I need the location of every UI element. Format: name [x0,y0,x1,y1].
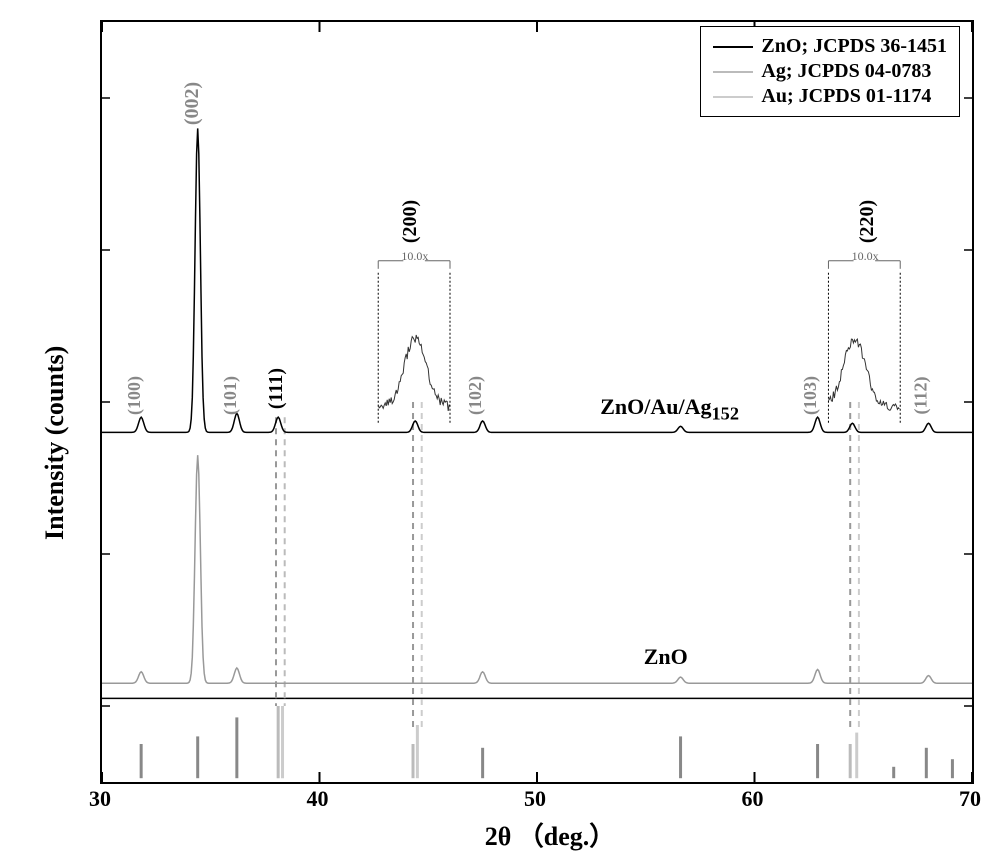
x-tick-label: 30 [80,786,120,812]
legend-label: ZnO; JCPDS 36-1451 [761,35,947,58]
legend: ZnO; JCPDS 36-1451 Ag; JCPDS 04-0783 Au;… [700,26,960,117]
legend-line-icon [713,71,753,73]
x-tick-label: 50 [515,786,555,812]
peak-label: (002) [182,82,205,125]
legend-item-zno: ZnO; JCPDS 36-1451 [713,35,947,58]
peak-label: (111) [265,368,288,409]
peak-label: (220) [856,200,879,243]
peak-label: (200) [399,200,422,243]
peak-label: (100) [124,376,145,415]
legend-item-ag: Ag; JCPDS 04-0783 [713,60,947,83]
legend-item-au: Au; JCPDS 01-1174 [713,85,947,108]
curve-label: ZnO [644,644,688,670]
x-tick-label: 40 [298,786,338,812]
legend-label: Au; JCPDS 01-1174 [761,85,931,108]
x-tick-label: 70 [950,786,990,812]
x-tick-label: 60 [733,786,773,812]
inset-zoom-label: 10.0x [401,249,423,264]
inset-zoom-label: 10.0x [852,249,874,264]
y-axis-label: Intensity (counts) [40,290,70,540]
x-axis-label: 2θ （deg.） [400,816,700,853]
peak-label: (103) [800,376,821,415]
curve-label: ZnO/Au/Ag152 [600,394,739,424]
peak-label: (101) [220,376,241,415]
peak-label: (102) [465,376,486,415]
xrd-chart: Intensity (counts) 2θ （deg.） ZnO; JCPDS … [0,0,1000,856]
legend-line-icon [713,96,753,98]
peak-label: (112) [911,376,932,414]
legend-label: Ag; JCPDS 04-0783 [761,60,931,83]
legend-line-icon [713,46,753,48]
